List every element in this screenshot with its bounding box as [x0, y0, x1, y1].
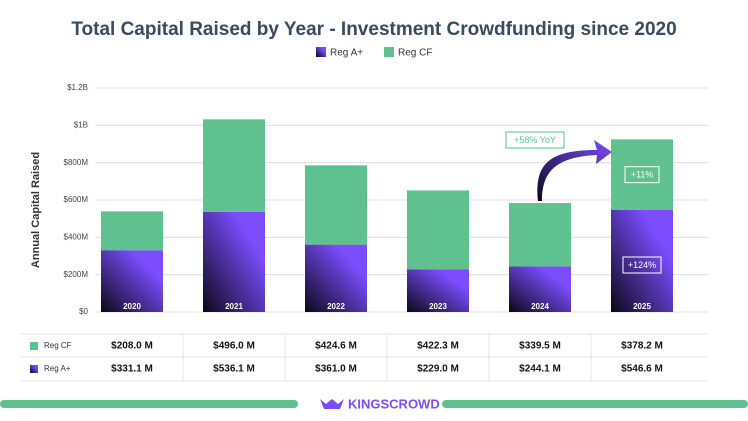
legend-swatch — [316, 47, 326, 57]
table-value: $378.2 M — [621, 341, 663, 352]
bar-segment — [407, 190, 469, 270]
bar-segment — [101, 211, 163, 251]
y-tick-label: $0 — [79, 307, 88, 316]
brand: KINGSCROWD — [348, 396, 440, 411]
x-tick-label: 2022 — [327, 302, 345, 311]
bar-segment — [509, 266, 571, 312]
bar-segment — [305, 165, 367, 245]
y-tick-label: $1.2B — [67, 83, 88, 92]
table-value: $244.1 M — [519, 364, 561, 375]
footer-bar — [0, 400, 298, 408]
bar-segment — [101, 250, 163, 312]
legend-swatch — [384, 47, 394, 57]
bar-segment — [203, 211, 265, 312]
bar-segment — [305, 244, 367, 312]
x-tick-label: 2020 — [123, 302, 141, 311]
legend-label: Reg A+ — [330, 48, 363, 59]
row-label: Reg CF — [44, 341, 72, 350]
table-value: $496.0 M — [213, 341, 255, 352]
y-tick-label: $800M — [64, 158, 89, 167]
y-tick-label: $200M — [64, 270, 89, 279]
annotation: +11% — [631, 170, 654, 180]
table-value: $339.5 M — [519, 341, 561, 352]
bar-segment — [407, 269, 469, 312]
y-tick-label: $400M — [64, 232, 89, 241]
annotation-box — [624, 166, 660, 184]
bar-segment — [611, 139, 673, 210]
table-value: $331.1 M — [111, 364, 153, 375]
x-tick-label: 2023 — [429, 302, 447, 311]
annotation: +124% — [628, 260, 656, 270]
footer-bar — [442, 400, 748, 408]
table-value: $424.6 M — [315, 341, 357, 352]
table-value: $536.1 M — [213, 364, 255, 375]
x-tick-label: 2025 — [633, 302, 651, 311]
y-tick-label: $600M — [64, 195, 89, 204]
row-swatch — [30, 342, 38, 350]
x-tick-label: 2021 — [225, 302, 243, 311]
y-axis-label: Annual Capital Raised — [30, 152, 42, 268]
logo-icon — [320, 399, 344, 409]
annotation-box — [505, 131, 565, 149]
bar-segment — [509, 203, 571, 267]
y-tick-label: $1B — [74, 120, 88, 129]
table-value: $208.0 M — [111, 341, 153, 352]
annotation-box — [622, 256, 662, 274]
row-swatch — [30, 365, 38, 373]
growth-arrow — [537, 140, 612, 202]
bar-segment — [203, 119, 265, 212]
table-value: $422.3 M — [417, 341, 459, 352]
bar-segment — [611, 209, 673, 312]
annotation: +58% YoY — [514, 135, 556, 145]
legend-label: Reg CF — [398, 48, 432, 59]
row-label: Reg A+ — [44, 364, 71, 373]
table-value: $229.0 M — [417, 364, 459, 375]
table-value: $546.6 M — [621, 364, 663, 375]
x-tick-label: 2024 — [531, 302, 549, 311]
table-value: $361.0 M — [315, 364, 357, 375]
chart-title: Total Capital Raised by Year - Investmen… — [71, 19, 676, 40]
